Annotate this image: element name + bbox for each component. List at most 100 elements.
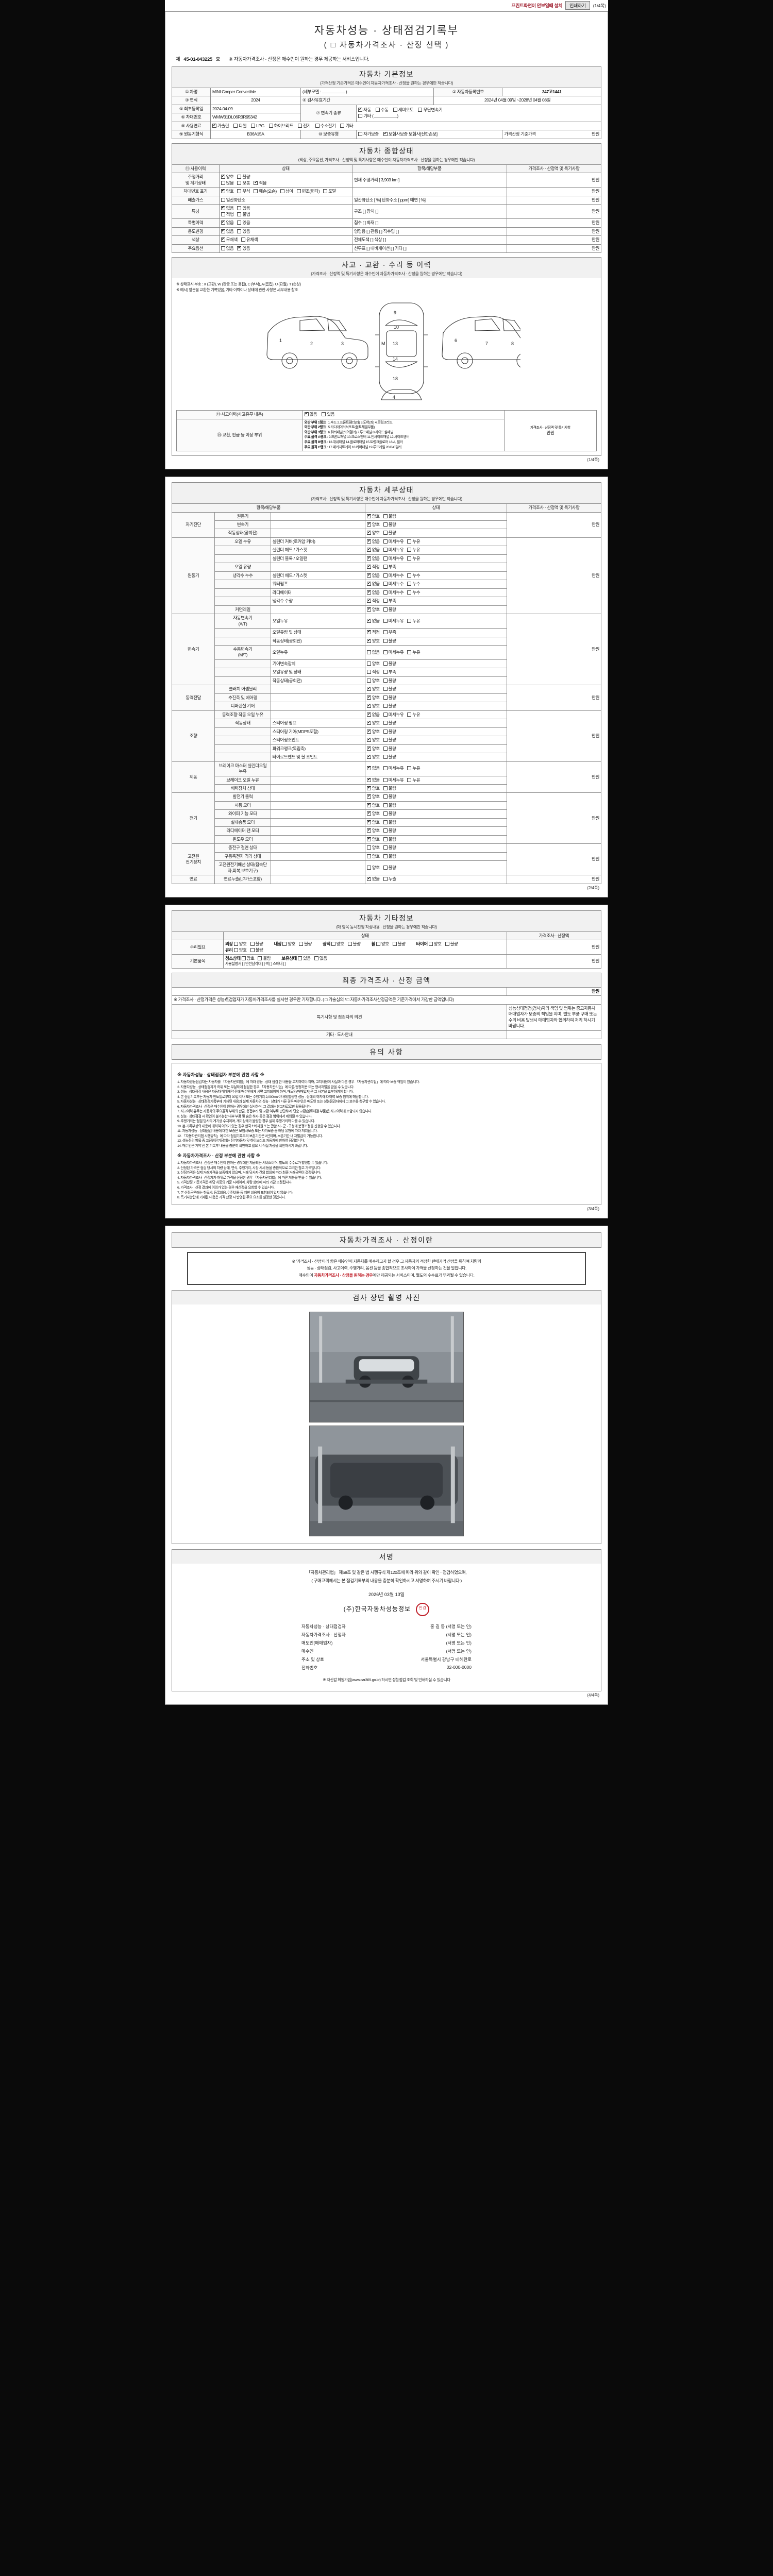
option-원동기-워터펌프-없음[interactable]: 없음 [366,581,380,587]
option-변속기-수동변속기-m-t--누유[interactable]: 누유 [407,650,421,655]
option-동력전달-클러치-어셈블리-양호[interactable]: 양호 [366,686,380,692]
option-원동기-라디에이터-없음[interactable]: 없음 [366,589,380,596]
option-원동기-실린더-블록-오일팬-미세누유[interactable]: 미세누유 [383,556,404,562]
option-자기진단-변속기-양호[interactable]: 양호 [366,521,380,528]
option-원동기-오일-누유-누유[interactable]: 누유 [407,539,421,545]
option-변속기-자동변속기-a-t--없음[interactable]: 없음 [366,618,380,624]
option-원동기-실린더-헤드-가스켓-미세누유[interactable]: 미세누유 [383,547,404,553]
option-warranty-insurance[interactable]: 보험사보증 보험사[신한손보] [383,131,438,137]
option-조향-동력조향-작동-오일-누유-누유[interactable]: 누유 [407,712,421,718]
option-주요옵션-없음[interactable]: 없음 [221,246,234,251]
option-변속기-오일유량-및-상태-적정[interactable]: 적정 [366,669,380,675]
option-전기-시동-모터-불량[interactable]: 불량 [383,803,396,808]
option-동력전달-추진축-및-베어링-불량[interactable]: 불량 [383,695,396,701]
option-변속기-수동변속기-m-t--없음[interactable]: 없음 [366,650,380,655]
option-수리필요-유리-양호[interactable]: 양호 [233,947,247,953]
option-차대번호-표기-부식[interactable]: 부식 [237,189,250,194]
option-변속기-오일유량-및-상태-부족[interactable]: 부족 [383,630,396,635]
option-변속기-수동변속기-m-t--미세누유[interactable]: 미세누유 [383,650,404,655]
option-튜닝-불법[interactable]: 불법 [237,212,250,217]
option-주행거리-및-계기상태-많음[interactable]: 많음 [221,180,234,186]
option-전기-라디에이터-팬-모터-불량[interactable]: 불량 [383,828,396,834]
option-제동-브레이크-마스터-실린더오일-누유-누유[interactable]: 누유 [407,766,421,771]
option-수리필요-유리-불량[interactable]: 불량 [250,947,263,953]
signature-value[interactable]: (서명 또는 인) [446,1632,472,1637]
option-원동기-오일-유량-적정[interactable]: 적정 [366,564,380,570]
option-주행거리-및-계기상태-불량[interactable]: 불량 [237,174,250,180]
option-변속기-기어변속장치-불량[interactable]: 불량 [383,661,396,667]
option-차대번호-표기-도말[interactable]: 도말 [323,189,336,194]
option-연료-연료누출-lp가스포함--없음[interactable]: 없음 [366,876,380,882]
option-조향-타이로드엔드-및-볼-조인트-불량[interactable]: 불량 [383,754,396,760]
option-차대번호-표기-변조-변타-[interactable]: 변조(변타) [296,189,320,194]
option-조향-작동상태-양호[interactable]: 양호 [366,720,380,726]
option-차대번호-표기-상이[interactable]: 상이 [280,189,293,194]
option-제동-브레이크-오일-누유-없음[interactable]: 없음 [366,777,380,783]
option-transmission-manual[interactable]: 수동 [375,107,389,113]
option-수리필요-광택-불량[interactable]: 불량 [347,941,361,947]
option-제동-브레이크-마스터-실린더오일-누유-미세누유[interactable]: 미세누유 [383,766,404,771]
option-수리필요-내장-불량[interactable]: 불량 [299,941,312,947]
option-수리필요-휠-불량[interactable]: 불량 [392,941,406,947]
option-전기-라디에이터-팬-모터-양호[interactable]: 양호 [366,827,380,834]
option-transmission-cvt[interactable]: 무단변속기 [418,107,443,113]
option-고전원-전기장치-충전구-절연-상태-불량[interactable]: 불량 [383,845,396,851]
option-수리필요-타이어-불량[interactable]: 불량 [445,941,458,947]
option-조향-스티어링조인트-불량[interactable]: 불량 [383,737,396,743]
signature-value[interactable]: 홍 길 동 (서명 또는 인) [430,1623,472,1629]
option-transmission-semiauto[interactable]: 세미오토 [393,107,414,113]
option-조향-파워크랭크-독립축--불량[interactable]: 불량 [383,746,396,752]
option-warranty-self[interactable]: 자가보증 [358,131,379,137]
option-원동기-오일-유량-부족[interactable]: 부족 [383,564,396,570]
option-fuel-electric[interactable]: 전기 [297,123,311,129]
option-변속기-작동상태-공회전--불량[interactable]: 불량 [383,638,396,644]
option-용도변경-있음[interactable]: 있음 [237,229,250,234]
option-수리필요-광택-양호[interactable]: 양호 [331,941,344,947]
option-수리필요-타이어-양호[interactable]: 양호 [428,941,442,947]
option-변속기-작동상태-공회전--불량[interactable]: 불량 [383,678,396,684]
option-동력전달-디퍼렌셜-기어-양호[interactable]: 양호 [366,703,380,709]
option-fuel-diesel[interactable]: 디젤 [233,123,246,129]
option-제동-배력장치-상태-양호[interactable]: 양호 [366,785,380,791]
option-조향-작동상태-불량[interactable]: 불량 [383,720,396,726]
option-변속기-오일유량-및-상태-부족[interactable]: 부족 [383,669,396,675]
option-전기-발전기-출력-양호[interactable]: 양호 [366,793,380,800]
option-원동기-실린더-헤드-가스켓-누유[interactable]: 누유 [407,547,421,553]
option-수리필요-외장-양호[interactable]: 양호 [233,941,247,947]
option-기본품목-보유상태-없음[interactable]: 없음 [314,956,327,961]
option-조향-파워크랭크-독립축--양호[interactable]: 양호 [366,745,380,752]
option-원동기-실린더-블록-오일팬-없음[interactable]: 없음 [366,555,380,562]
option-변속기-오일유량-및-상태-적정[interactable]: 적정 [366,629,380,635]
option-조향-스티어링-기어-mdps포함--불량[interactable]: 불량 [383,729,396,735]
option-색상-무채색[interactable]: 무채색 [221,236,238,243]
option-자기진단-작동상태-공회전--불량[interactable]: 불량 [383,530,396,536]
option-특별이력-있음[interactable]: 있음 [237,220,250,226]
option-튜닝-적법[interactable]: 적법 [221,212,234,217]
option-자기진단-작동상태-공회전--양호[interactable]: 양호 [366,530,380,536]
option-기본품목-청소상태-양호[interactable]: 양호 [241,956,255,961]
option-조향-동력조향-작동-오일-누유-없음[interactable]: 없음 [366,711,380,718]
option-전기-실내송풍-모터-불량[interactable]: 불량 [383,820,396,825]
option-원동기-라디에이터-미세누수[interactable]: 미세누수 [383,590,404,596]
option-변속기-기어변속장치-양호[interactable]: 양호 [366,661,380,667]
print-button[interactable]: 인쇄하기 [565,1,590,10]
option-전기-와이퍼-기능-모터-양호[interactable]: 양호 [366,810,380,817]
option-전기-윈도우-모터-불량[interactable]: 불량 [383,837,396,842]
option-fuel-hydrogen[interactable]: 수소전기 [315,123,336,129]
option-동력전달-디퍼렌셜-기어-불량[interactable]: 불량 [383,703,396,709]
option-변속기-작동상태-공회전--양호[interactable]: 양호 [366,678,380,684]
option-제동-브레이크-마스터-실린더오일-누유-없음[interactable]: 없음 [366,765,380,771]
option-제동-브레이크-오일-누유-누유[interactable]: 누유 [407,777,421,783]
option-동력전달-클러치-어셈블리-불량[interactable]: 불량 [383,686,396,692]
option-accident-exists[interactable]: 있음 [322,412,335,417]
option-원동기-냉각수-누수-없음[interactable]: 없음 [366,572,380,579]
option-accident-none[interactable]: 없음 [304,411,317,417]
option-제동-브레이크-오일-누유-미세누유[interactable]: 미세누유 [383,777,404,783]
option-조향-타이로드엔드-및-볼-조인트-양호[interactable]: 양호 [366,754,380,760]
option-수리필요-외장-불량[interactable]: 불량 [250,941,263,947]
option-자기진단-변속기-불량[interactable]: 불량 [383,522,396,528]
option-고전원-전기장치-충전구-절연-상태-양호[interactable]: 양호 [366,845,380,851]
option-배출가스-일산화탄소[interactable]: 일산화탄소 [221,197,245,203]
option-조향-스티어링조인트-양호[interactable]: 양호 [366,737,380,743]
option-자기진단-원동기-양호[interactable]: 양호 [366,513,380,519]
